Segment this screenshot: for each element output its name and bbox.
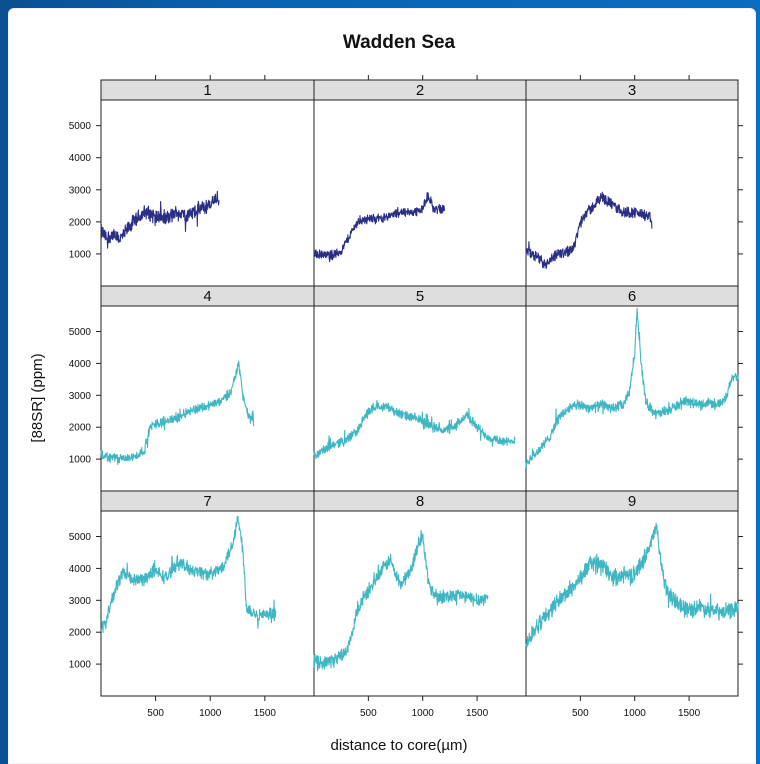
panel-9: 9 (525, 490, 739, 697)
y-tick-label: 2000 (69, 217, 92, 228)
x-tick-label: 500 (572, 708, 589, 719)
panel-1: 1 (100, 79, 315, 287)
x-tick-label: 1500 (466, 708, 489, 719)
panel-frame (100, 510, 315, 697)
panel-4: 4 (100, 285, 315, 492)
y-tick-label: 5000 (69, 532, 92, 543)
panel-2: 2 (313, 79, 527, 287)
y-tick-label: 1000 (69, 660, 92, 671)
series-line-4 (100, 360, 255, 465)
panel-6: 6 (525, 285, 739, 492)
series-line-8 (313, 530, 489, 672)
series-line-7 (100, 515, 277, 634)
strip-label: 1 (203, 82, 211, 99)
series-line-5 (313, 399, 516, 460)
panel-8: 8 (313, 490, 527, 697)
strip-label: 7 (203, 493, 211, 510)
strip-label: 9 (628, 493, 636, 510)
strip-label: 2 (416, 82, 424, 99)
y-tick-label: 1000 (69, 249, 92, 260)
series-line-1 (100, 190, 220, 249)
x-tick-label: 500 (360, 708, 377, 719)
strip-label: 8 (416, 493, 424, 510)
y-tick-label: 4000 (69, 564, 92, 575)
y-tick-label: 5000 (69, 327, 92, 338)
y-tick-label: 3000 (69, 596, 92, 607)
panel-frame (313, 305, 527, 492)
lattice-chart: Wadden Sea 1 2 34 5 67 8 9 500 1000 1500 500 1000 1… (29, 32, 743, 754)
chart-panels: 1 2 3 4 5 6 7 8 9 (100, 79, 739, 697)
y-tick-label: 3000 (69, 391, 92, 402)
y-tick-label: 2000 (69, 423, 92, 434)
panel-frame (100, 305, 315, 492)
panel-3: 3 (525, 79, 739, 287)
x-tick-label: 1500 (678, 708, 701, 719)
y-tick-label: 2000 (69, 628, 92, 639)
y-tick-label: 4000 (69, 153, 92, 164)
y-tick-label: 3000 (69, 185, 92, 196)
chart-title: Wadden Sea (343, 32, 456, 53)
x-tick-label: 1500 (254, 708, 277, 719)
panel-frame (525, 305, 739, 492)
strip-label: 5 (416, 288, 424, 305)
strip-label: 6 (628, 288, 636, 305)
y-tick-label: 4000 (69, 359, 92, 370)
x-tick-label: 1000 (199, 708, 222, 719)
x-tick-label: 1000 (412, 708, 435, 719)
x-tick-label: 1000 (624, 708, 647, 719)
series-line-2 (313, 192, 446, 263)
panel-frame (100, 99, 315, 287)
x-axis-label: distance to core(µm) (330, 737, 467, 754)
panel-frame (525, 99, 739, 287)
strip-label: 4 (203, 288, 211, 305)
panel-5: 5 (313, 285, 527, 492)
y-axis: 1000 2000 3000 4000 5000 1000 2000 3000 4000 5000… (69, 121, 743, 671)
y-axis-label: [88SR] (ppm) (29, 353, 46, 442)
strip-label: 3 (628, 82, 636, 99)
x-axis: 500 1000 1500 500 1000 1500 500 1000 1500 (147, 75, 701, 719)
y-tick-label: 5000 (69, 121, 92, 132)
series-line-9 (525, 522, 739, 649)
y-tick-label: 1000 (69, 455, 92, 466)
series-line-6 (525, 307, 739, 469)
panel-frame (525, 510, 739, 697)
panel-frame (313, 99, 527, 287)
panel-7: 7 (100, 490, 315, 697)
x-tick-label: 500 (147, 708, 164, 719)
series-line-3 (525, 191, 653, 270)
